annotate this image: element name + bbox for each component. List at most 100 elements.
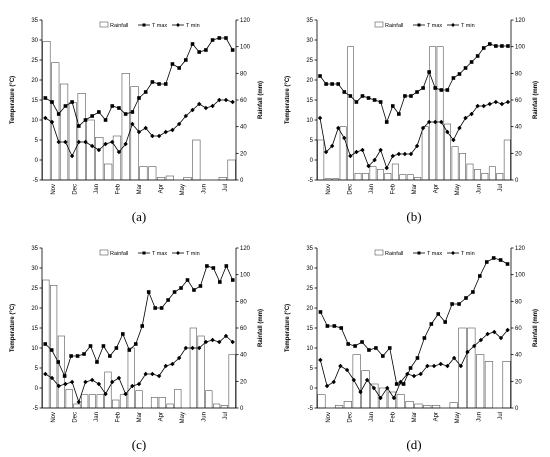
y-right-tick-label: 20: [515, 379, 522, 385]
y-right-tick-label: 20: [515, 151, 522, 157]
tmax-point: [408, 366, 413, 370]
month-label: Nov: [326, 184, 332, 195]
tmax-point: [332, 324, 337, 328]
month-label: May: [180, 412, 186, 423]
tmin-point: [96, 147, 102, 153]
rainfall-bar: [158, 397, 166, 409]
chart-panel-b: -5 0 5 10 15 20 25 30 35 0 20 40 60 80 100 120 Nov Dec Jan…: [275, 0, 550, 228]
tmin-point: [230, 339, 235, 345]
tmax-point: [101, 344, 106, 348]
tmin-point: [336, 125, 341, 131]
legend-tmin-marker: [176, 251, 180, 255]
tmin-point: [130, 383, 135, 389]
y-right-axis-title: Rainfall (mm): [533, 81, 539, 119]
tmin-point: [329, 143, 335, 149]
y-right-tick-label: 0: [240, 406, 244, 412]
tmin-point: [217, 339, 222, 345]
tmin-point: [130, 121, 135, 127]
tmin-point: [150, 133, 155, 139]
tmin-point: [69, 379, 75, 385]
legend-tmax-marker: [142, 23, 146, 27]
rainfall-bar: [135, 390, 143, 409]
month-label: Apr: [434, 184, 440, 193]
rainfall-bar: [361, 370, 370, 409]
tmin-point: [390, 153, 395, 159]
tmax-point: [330, 82, 334, 86]
legend-tmin-label: T min: [186, 251, 200, 257]
y-left-tick-label: 30: [31, 38, 38, 44]
rainfall-bar: [104, 163, 113, 181]
rainfall-bar: [213, 403, 221, 409]
tmin-point: [123, 141, 128, 147]
legend-tmin-marker: [176, 23, 180, 27]
tmax-point: [108, 354, 112, 358]
tmax-point: [90, 114, 94, 118]
tmin-point: [481, 103, 486, 109]
rainfall-bar: [396, 394, 405, 409]
tmin-point: [49, 119, 55, 125]
tmax-point: [381, 354, 385, 358]
tmax-point: [103, 118, 108, 122]
tmin-point: [348, 153, 353, 159]
rainfall-bar: [139, 166, 148, 181]
y-left-tick-label: 35: [31, 246, 38, 252]
tmin-point: [116, 375, 122, 381]
y-right-tick-label: 60: [240, 98, 247, 104]
legend-rainfall-swatch: [374, 21, 384, 28]
rainfall-bar: [130, 86, 139, 181]
y-left-tick-label: 35: [306, 246, 313, 252]
tmax-point: [422, 336, 427, 340]
tmin-point: [499, 101, 505, 107]
tmin-point: [63, 139, 68, 145]
tmax-point: [56, 112, 61, 116]
tmin-point: [358, 389, 363, 395]
legend-rainfall-swatch: [99, 21, 109, 28]
y-right-axis-title: Rainfall (mm): [533, 309, 539, 347]
tmin-point: [463, 115, 468, 121]
tmin-point: [378, 147, 383, 153]
tmax-point: [450, 302, 454, 306]
tmin-point: [83, 379, 88, 385]
tmax-point: [110, 104, 115, 108]
tmin-point: [414, 143, 420, 149]
tmin-point: [344, 367, 350, 373]
tmin-point: [439, 119, 444, 125]
y-left-tick-label: 5: [35, 138, 39, 144]
rainfall-bar: [339, 126, 347, 181]
tmin-point: [56, 139, 61, 145]
y-right-tick-label: 40: [240, 125, 247, 131]
tmax-point: [505, 262, 510, 266]
y-right-tick-label: 80: [240, 299, 247, 305]
tmin-point: [493, 99, 499, 105]
rainfall-bar: [189, 327, 197, 409]
rainfall-bar: [166, 403, 174, 409]
y-left-tick-label: 15: [306, 98, 313, 104]
chart-panel-a: -5 0 5 10 15 20 25 30 35 0 20 40 60 80 100 120 Nov Dec Jan…: [0, 0, 275, 228]
month-label: Dec: [72, 412, 78, 423]
tmax-point: [70, 100, 74, 104]
y-left-tick-label: 10: [306, 346, 313, 352]
y-right-tick-label: 40: [515, 353, 522, 359]
tmax-point: [230, 278, 235, 282]
tmax-point: [153, 306, 157, 310]
tmax-point: [325, 324, 330, 328]
tmax-point: [469, 60, 474, 64]
tmax-point: [374, 346, 378, 350]
tmin-point: [170, 127, 175, 133]
tmin-point: [69, 153, 75, 159]
tmax-point: [436, 312, 441, 316]
month-label: Jun: [477, 184, 483, 194]
rainfall-bar: [405, 401, 414, 409]
month-label: Jun: [477, 412, 483, 422]
month-label: Feb: [390, 183, 396, 194]
y-right-tick-label: 80: [515, 71, 522, 77]
tmax-point: [457, 302, 461, 306]
rainfall-bar: [73, 403, 81, 409]
y-left-axis-title: Temperature (°C): [10, 304, 16, 352]
month-label: May: [455, 412, 461, 423]
tmin-point: [176, 355, 182, 361]
tmax-point: [197, 50, 202, 54]
legend-tmax-marker: [417, 251, 421, 255]
rainfall-bar: [467, 327, 476, 409]
legend-tmin-label: T min: [461, 251, 475, 257]
